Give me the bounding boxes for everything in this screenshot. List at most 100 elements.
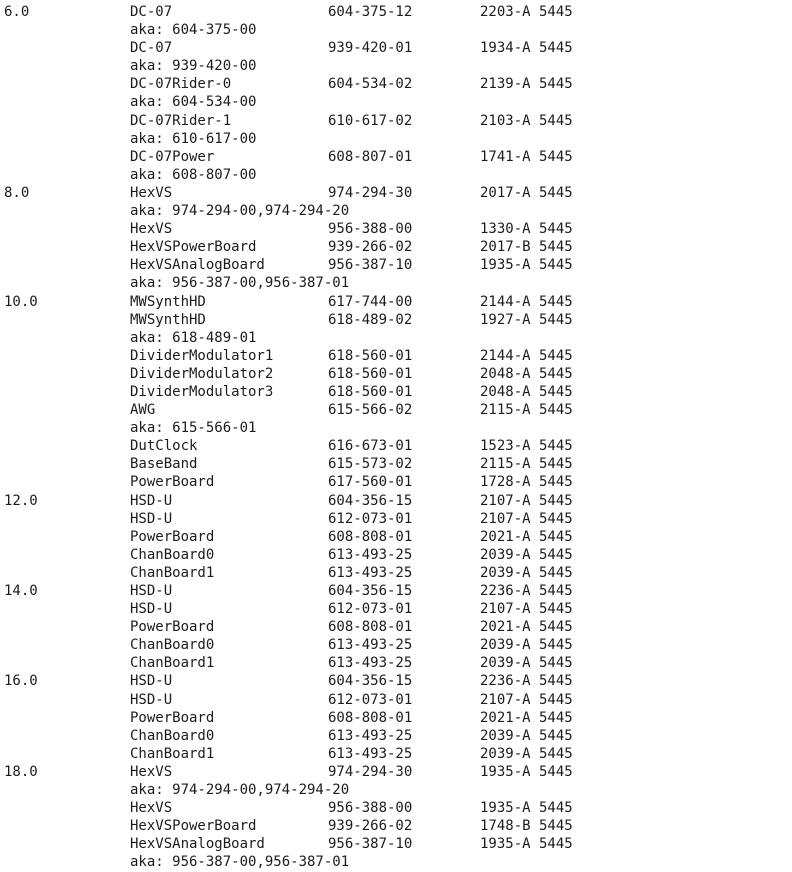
slot-cell <box>4 564 130 582</box>
table-row: 18.0 HexVS 974-294-30 1935-A 5445 <box>4 763 792 781</box>
part-number-cell: 618-560-01 <box>328 347 413 364</box>
slot-cell <box>4 329 130 347</box>
board-name-cell: HexVSAnalogBoard <box>130 257 265 274</box>
board-name-cell: DC-07 <box>130 40 173 57</box>
board-name-cell: PowerBoard <box>130 474 215 491</box>
board-name-cell: DividerModulator1 <box>130 347 274 364</box>
serial-cell: 2144-A 5445 <box>480 347 573 364</box>
serial-cell <box>480 57 792 75</box>
board-name-cell: aka: 608-807-00 <box>130 166 257 183</box>
board-name-cell: ChanBoard0 <box>130 546 215 563</box>
aka-row: aka: 604-375-00 <box>4 21 792 39</box>
board-name-cell: HSD-U <box>130 691 173 708</box>
part-number-cell <box>328 853 480 871</box>
part-number-cell <box>328 93 480 111</box>
aka-row: aka: 974-294-00,974-294-20 <box>4 781 792 799</box>
slot-cell <box>4 365 130 383</box>
part-number-cell: 939-266-02 <box>328 818 413 835</box>
table-row: HexVS 956-388-00 1330-A 5445 <box>4 220 792 238</box>
serial-cell: 1741-A 5445 <box>480 148 573 165</box>
serial-cell: 2139-A 5445 <box>480 76 573 93</box>
serial-cell: 2115-A 5445 <box>480 402 573 419</box>
serial-cell: 1330-A 5445 <box>480 221 573 238</box>
part-number-cell <box>328 274 480 292</box>
slot-cell <box>4 75 130 93</box>
table-row: PowerBoard 617-560-01 1728-A 5445 <box>4 473 792 491</box>
slot-cell <box>4 691 130 709</box>
part-number-cell: 616-673-01 <box>328 438 413 455</box>
part-number-cell <box>328 21 480 39</box>
board-name-cell: aka: 974-294-00,974-294-20 <box>130 203 350 220</box>
board-name-cell: DC-07 <box>130 4 173 20</box>
serial-cell: 2021-A 5445 <box>480 528 573 545</box>
part-number-cell: 613-493-25 <box>328 745 413 762</box>
board-name-cell: aka: 615-566-01 <box>130 420 257 437</box>
board-name-cell: ChanBoard1 <box>130 655 215 672</box>
slot-cell <box>4 546 130 564</box>
slot-cell <box>4 618 130 636</box>
board-name-cell: aka: 604-534-00 <box>130 94 257 111</box>
board-name-cell: aka: 974-294-00,974-294-20 <box>130 782 350 799</box>
part-number-cell: 956-387-10 <box>328 836 413 853</box>
table-row: MWSynthHD 618-489-02 1927-A 5445 <box>4 311 792 329</box>
slot-cell <box>4 166 130 184</box>
aka-row: aka: 956-387-00,956-387-01 <box>4 274 792 292</box>
table-row: HexVSPowerBoard 939-266-02 2017-B 5445 <box>4 238 792 256</box>
aka-row: aka: 610-617-00 <box>4 130 792 148</box>
table-row: ChanBoard0 613-493-25 2039-A 5445 <box>4 636 792 654</box>
part-number-cell: 608-808-01 <box>328 528 413 545</box>
slot-cell <box>4 455 130 473</box>
board-name-cell: ChanBoard1 <box>130 564 215 581</box>
slot-cell <box>4 835 130 853</box>
aka-row: aka: 974-294-00,974-294-20 <box>4 202 792 220</box>
board-name-cell: ChanBoard0 <box>130 727 215 744</box>
serial-cell: 2107-A 5445 <box>480 510 573 527</box>
serial-cell: 2107-A 5445 <box>480 691 573 708</box>
board-name-cell: AWG <box>130 402 156 419</box>
board-name-cell: DC-07Power <box>130 148 215 165</box>
part-number-cell <box>328 130 480 148</box>
serial-cell: 1935-A 5445 <box>480 800 573 817</box>
aka-row: aka: 615-566-01 <box>4 419 792 437</box>
slot-cell <box>4 528 130 546</box>
board-name-cell: PowerBoard <box>130 619 215 636</box>
board-name-cell: DC-07Rider-0 <box>130 76 232 93</box>
part-number-cell: 618-560-01 <box>328 365 413 382</box>
board-name-cell: DividerModulator3 <box>130 383 274 400</box>
slot-cell <box>4 274 130 292</box>
aka-row: aka: 939-420-00 <box>4 57 792 75</box>
part-number-cell <box>328 419 480 437</box>
slot-cell <box>4 220 130 238</box>
part-number-cell: 939-420-01 <box>328 40 413 57</box>
serial-cell: 2048-A 5445 <box>480 383 573 400</box>
table-row: DividerModulator2 618-560-01 2048-A 5445 <box>4 365 792 383</box>
serial-cell: 2115-A 5445 <box>480 456 573 473</box>
serial-cell: 1748-B 5445 <box>480 818 573 835</box>
serial-cell: 2021-A 5445 <box>480 619 573 636</box>
slot-cell: 6.0 <box>4 4 30 20</box>
part-number-cell: 613-493-25 <box>328 637 413 654</box>
part-number-cell: 956-388-00 <box>328 800 413 817</box>
part-number-cell: 612-073-01 <box>328 691 413 708</box>
serial-cell: 2017-A 5445 <box>480 184 573 201</box>
serial-cell: 2021-A 5445 <box>480 709 573 726</box>
table-row: HexVS 956-388-00 1935-A 5445 <box>4 799 792 817</box>
part-number-cell: 604-356-15 <box>328 492 413 509</box>
table-row: HexVSAnalogBoard 956-387-10 1935-A 5445 <box>4 256 792 274</box>
serial-cell: 2236-A 5445 <box>480 673 573 690</box>
part-number-cell <box>328 166 480 184</box>
table-row: DC-07Power 608-807-01 1741-A 5445 <box>4 148 792 166</box>
slot-cell <box>4 57 130 75</box>
serial-cell: 2203-A 5445 <box>480 4 573 20</box>
table-row: 12.0 HSD-U 604-356-15 2107-A 5445 <box>4 492 792 510</box>
part-number-cell: 610-617-02 <box>328 112 413 129</box>
serial-cell: 2107-A 5445 <box>480 492 573 509</box>
table-row: BaseBand 615-573-02 2115-A 5445 <box>4 455 792 473</box>
serial-cell: 2039-A 5445 <box>480 727 573 744</box>
aka-row: aka: 618-489-01 <box>4 329 792 347</box>
part-number-cell: 956-388-00 <box>328 221 413 238</box>
slot-cell <box>4 853 130 871</box>
table-row: ChanBoard1 613-493-25 2039-A 5445 <box>4 745 792 763</box>
board-name-cell: HexVSPowerBoard <box>130 239 257 256</box>
